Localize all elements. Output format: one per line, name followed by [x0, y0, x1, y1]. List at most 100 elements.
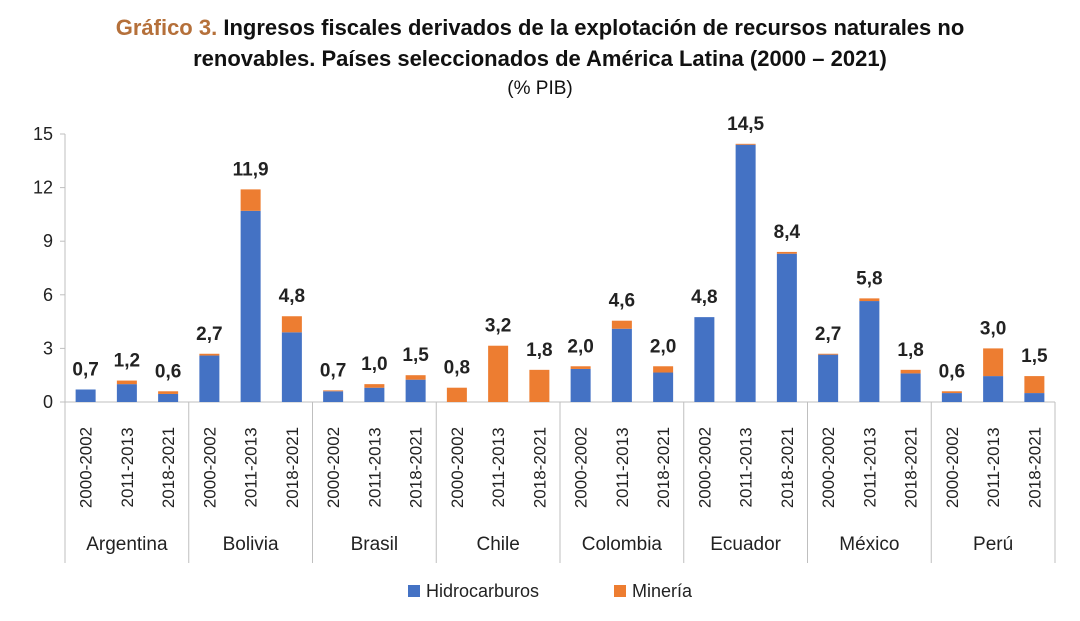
chart-title-prefix: Gráfico 3. — [115, 15, 218, 40]
legend-swatch-mineria — [614, 585, 626, 597]
bar-hidrocarburos — [859, 301, 880, 402]
bar-hidrocarburos — [75, 389, 96, 402]
bar-hidrocarburos — [116, 384, 137, 402]
bar-mineria — [776, 251, 797, 254]
group-label: Brasil — [351, 534, 399, 555]
period-label: 2000-2002 — [943, 427, 962, 508]
group-label: México — [839, 534, 899, 555]
chart-subtitle: (% PIB) — [507, 78, 573, 99]
y-tick-label: 3 — [43, 338, 53, 358]
bar-hidrocarburos — [611, 328, 632, 402]
data-label: 1,5 — [402, 345, 429, 366]
data-label: 2,0 — [650, 336, 676, 357]
group-label: Colombia — [582, 534, 663, 555]
bar-hidrocarburos — [199, 355, 220, 402]
bar-mineria — [446, 387, 467, 402]
data-label: 1,8 — [897, 340, 923, 361]
period-label: 2018-2021 — [530, 427, 549, 508]
bar-mineria — [941, 391, 962, 394]
bar-mineria — [116, 380, 137, 385]
data-label: 0,7 — [72, 359, 98, 380]
group-label: Bolivia — [223, 534, 279, 555]
bar-hidrocarburos — [941, 393, 962, 402]
data-label: 4,8 — [691, 287, 717, 308]
data-label: 1,5 — [1021, 346, 1048, 367]
period-label: 2000-2002 — [572, 427, 591, 508]
data-label: 3,0 — [980, 318, 1006, 339]
group-label: Chile — [476, 534, 519, 555]
data-label: 0,7 — [320, 360, 346, 381]
bar-hidrocarburos — [158, 393, 179, 402]
bar-hidrocarburos — [900, 373, 921, 402]
period-label: 2018-2021 — [407, 427, 426, 508]
legend-label-mineria: Minería — [632, 581, 693, 601]
period-label: 2011-2013 — [365, 427, 384, 507]
y-tick-label: 6 — [43, 285, 53, 305]
data-label: 1,8 — [526, 340, 552, 361]
bar-mineria — [240, 189, 261, 211]
bar-hidrocarburos — [405, 379, 426, 402]
period-label: 2000-2002 — [324, 427, 343, 508]
bar-hidrocarburos — [281, 332, 302, 402]
bar-mineria — [529, 369, 550, 402]
bar-hidrocarburos — [570, 368, 591, 402]
bar-mineria — [653, 366, 674, 373]
period-label: 2011-2013 — [737, 427, 756, 507]
bar-mineria — [364, 384, 385, 388]
bar-hidrocarburos — [735, 144, 756, 402]
group-label: Argentina — [86, 534, 168, 555]
chart-title-line1: Ingresos fiscales derivados de la explot… — [223, 15, 965, 40]
bar-mineria — [281, 316, 302, 333]
bar-mineria — [611, 320, 632, 329]
data-label: 8,4 — [774, 222, 801, 243]
group-label: Perú — [973, 534, 1013, 555]
bar-hidrocarburos — [323, 391, 344, 402]
bar-mineria — [735, 143, 756, 145]
data-label: 14,5 — [727, 114, 764, 135]
bar-mineria — [199, 353, 220, 356]
period-label: 2000-2002 — [448, 427, 467, 508]
period-label: 2000-2002 — [695, 427, 714, 508]
period-label: 2018-2021 — [283, 427, 302, 508]
data-label: 4,8 — [279, 286, 305, 307]
chart-title: Gráfico 3. Ingresos fiscales derivados d… — [0, 12, 1080, 74]
data-label: 1,0 — [361, 354, 387, 375]
bar-mineria — [859, 298, 880, 302]
period-label: 2018-2021 — [902, 427, 921, 508]
bar-hidrocarburos — [364, 387, 385, 402]
period-label: 2000-2002 — [77, 427, 96, 508]
data-label: 2,7 — [815, 324, 841, 345]
period-label: 2018-2021 — [778, 427, 797, 508]
period-label: 2018-2021 — [159, 427, 178, 508]
bar-hidrocarburos — [694, 317, 715, 402]
bar-hidrocarburos — [240, 210, 261, 402]
bar-mineria — [1024, 376, 1045, 394]
period-label: 2000-2002 — [200, 427, 219, 508]
y-tick-label: 9 — [43, 231, 53, 251]
period-label: 2018-2021 — [1025, 427, 1044, 508]
data-label: 5,8 — [856, 268, 882, 289]
period-label: 2018-2021 — [654, 427, 673, 508]
data-label: 11,9 — [233, 159, 269, 180]
period-label: 2011-2013 — [242, 427, 261, 507]
group-label: Ecuador — [710, 534, 781, 555]
period-label: 2011-2013 — [118, 427, 137, 507]
bar-hidrocarburos — [1024, 393, 1045, 402]
bar-mineria — [323, 390, 344, 392]
bar-mineria — [158, 391, 179, 394]
bar-mineria — [818, 353, 839, 355]
period-label: 2000-2002 — [819, 427, 838, 508]
bar-mineria — [488, 345, 509, 402]
period-label: 2011-2013 — [984, 427, 1003, 507]
bar-mineria — [570, 366, 591, 369]
y-tick-label: 12 — [33, 178, 53, 198]
data-label: 0,8 — [444, 358, 470, 379]
data-label: 2,0 — [567, 336, 593, 357]
period-label: 2011-2013 — [613, 427, 632, 507]
data-label: 0,6 — [155, 361, 181, 382]
y-tick-label: 0 — [43, 392, 53, 412]
chart-title-line2: renovables. Países seleccionados de Amér… — [193, 46, 887, 71]
bar-hidrocarburos — [818, 354, 839, 402]
bar-hidrocarburos — [983, 376, 1004, 402]
